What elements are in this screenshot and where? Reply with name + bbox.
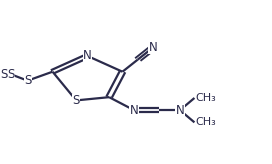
Text: N: N <box>83 50 92 62</box>
Text: S: S <box>24 74 31 87</box>
Text: N: N <box>130 104 138 117</box>
Text: N: N <box>149 41 157 54</box>
Text: CH₃: CH₃ <box>196 93 217 103</box>
Text: S: S <box>1 68 8 81</box>
Text: S: S <box>24 74 31 87</box>
Text: S: S <box>7 68 14 81</box>
Text: CH₃: CH₃ <box>196 117 217 127</box>
Text: S: S <box>72 94 80 107</box>
Text: N: N <box>176 104 184 117</box>
